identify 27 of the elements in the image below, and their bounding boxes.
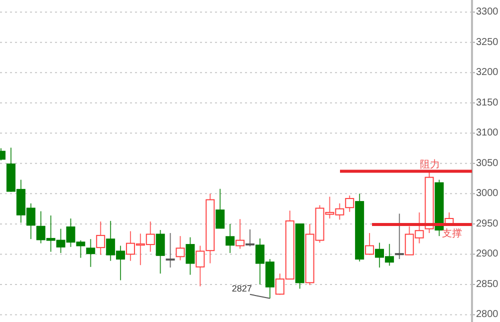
candlestick [394, 213, 404, 260]
candlestick [176, 236, 185, 261]
candlestick [236, 218, 245, 250]
candlestick [156, 230, 165, 274]
candlestick [216, 188, 225, 229]
candlestick [226, 223, 235, 254]
y-tick-label: 3050 [476, 158, 499, 169]
y-tick-label: 3100 [476, 128, 499, 139]
y-tick-label: 2950 [476, 218, 499, 230]
y-tick-label: 3150 [476, 97, 499, 108]
y-tick-label: 2900 [476, 248, 499, 260]
candlestick [96, 221, 106, 256]
y-tick-label: 3200 [476, 67, 499, 78]
ref-line-label: 阻力 [420, 158, 440, 170]
candlestick [166, 232, 175, 268]
candlestick [246, 228, 254, 247]
candlestick [345, 195, 354, 212]
y-tick-label: 3300 [476, 6, 499, 18]
y-tick-label: 2850 [476, 278, 499, 290]
candlestick [365, 232, 374, 256]
annotation: 2827 [232, 283, 252, 294]
candlestick [186, 236, 195, 276]
ref-line-label: 支撑 [442, 228, 462, 240]
y-tick-label: 2800 [476, 309, 499, 320]
y-tick-label: 3000 [476, 188, 499, 200]
candlestick [86, 238, 96, 268]
y-tick-label: 3250 [476, 36, 499, 48]
